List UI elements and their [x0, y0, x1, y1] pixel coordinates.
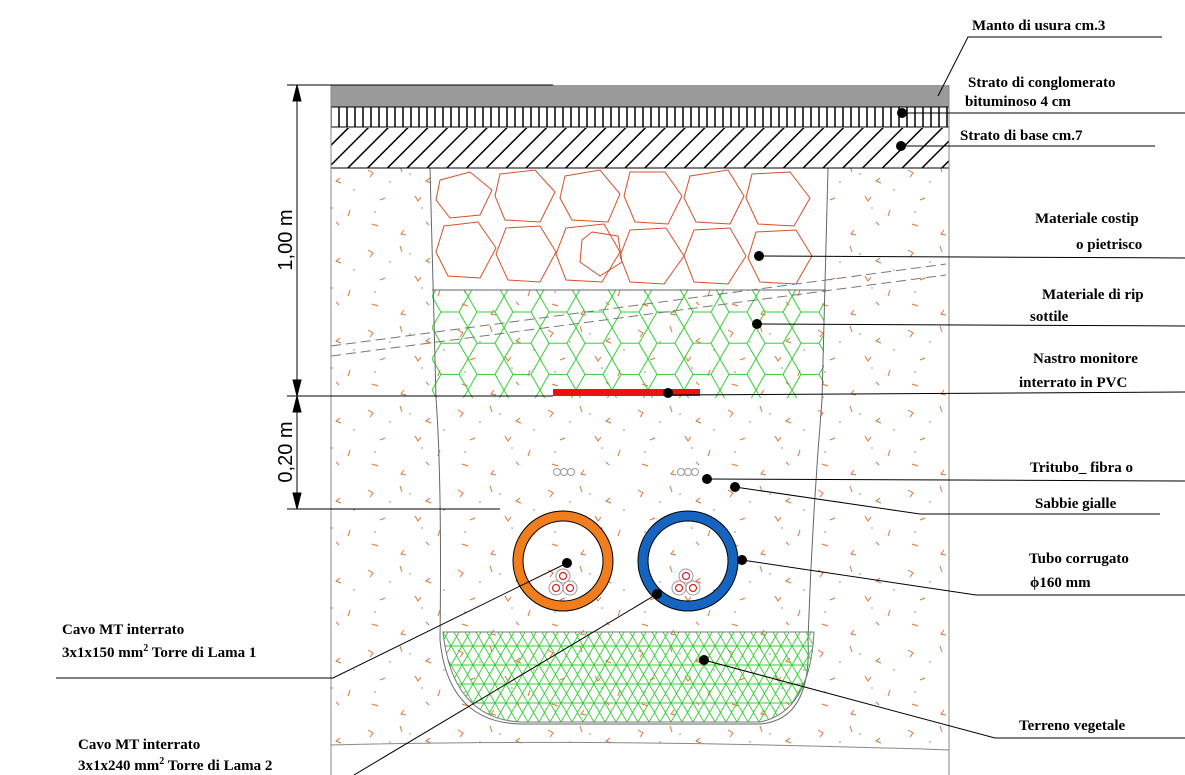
asphalt-layer — [331, 85, 949, 107]
label-riporto-1: Materiale di rip — [1042, 287, 1144, 303]
dashed-fill-lines — [330, 263, 947, 357]
label-tubo-2: ϕ160 mm — [1030, 575, 1091, 591]
depth-label-top: 1,00 m — [275, 209, 297, 270]
trench-outline — [429, 167, 829, 725]
tritube-left — [553, 468, 575, 476]
label-tritubo: Tritubo_ fibra o — [1030, 460, 1133, 476]
label-tubo-1: Tubo corrugato — [1029, 551, 1129, 567]
cables-orange — [548, 568, 578, 596]
hex-layer — [432, 290, 824, 398]
dimension-lines — [287, 84, 553, 510]
label-costipato-1: Materiale costip — [1035, 211, 1139, 227]
label-cavo1-1: Cavo MT interrato — [62, 622, 184, 638]
pipe-orange — [512, 510, 614, 612]
base-layer — [331, 128, 949, 168]
label-manto: Manto di usura cm.3 — [972, 18, 1105, 34]
label-riporto-2: sottile — [1030, 309, 1069, 325]
cobble-layer — [430, 168, 828, 290]
label-cavo1-2: 3x1x150 mm2 Torre di Lama 1 — [62, 643, 256, 661]
tritube-right — [677, 468, 699, 476]
label-terreno: Terreno vegetale — [1019, 718, 1126, 734]
label-conglomerato-2: bituminoso 4 cm — [965, 94, 1071, 110]
label-sabbie: Sabbie gialle — [1035, 496, 1117, 512]
label-costipato-2: o pietrisco — [1076, 237, 1142, 253]
leader-dots — [562, 108, 907, 665]
label-base: Strato di base cm.7 — [960, 128, 1083, 144]
cables-orange-cores — [551, 571, 575, 593]
cables-blue — [671, 568, 701, 596]
label-cavo2-1: Cavo MT interrato — [78, 737, 200, 753]
warning-tape — [553, 389, 700, 396]
label-nastro-2: interrato in PVC — [1019, 375, 1127, 391]
depth-label-bottom: 0,20 m — [275, 421, 297, 482]
label-conglomerato-1: Strato di conglomerato — [968, 75, 1115, 91]
triangle-layer — [442, 631, 815, 723]
cables-blue-cores — [674, 571, 698, 593]
label-cavo2-2: 3x1x240 mm2 Torre di Lama 2 — [78, 756, 272, 774]
label-nastro-1: Nastro monitore — [1033, 351, 1138, 367]
leader-lines — [56, 36, 1185, 775]
conglomerate-layer — [331, 107, 949, 127]
